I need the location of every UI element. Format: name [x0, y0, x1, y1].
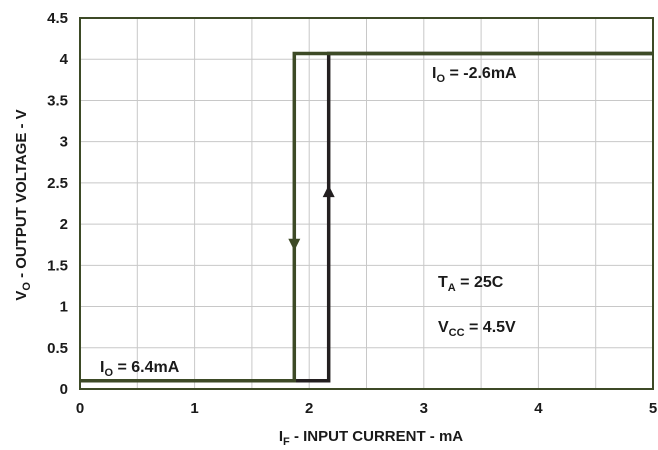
y-tick-label: 1	[60, 299, 68, 316]
x-tick-label: 2	[305, 400, 313, 417]
y-axis-label: VO - OUTPUT VOLTAGE - V	[13, 109, 33, 300]
x-tick-label: 4	[534, 400, 543, 417]
y-tick-label: 3.5	[47, 92, 68, 109]
annotation-io-low: IO = 6.4mA	[100, 359, 180, 379]
y-tick-labels: 0 0.5 1 1.5 2 2.5 3 3.5 4 4.5	[47, 10, 69, 398]
y-tick-label: 2	[60, 216, 68, 233]
y-tick-label: 0.5	[47, 340, 68, 357]
y-tick-label: 0	[60, 381, 68, 398]
series-group	[80, 51, 653, 383]
x-axis-label: IF - INPUT CURRENT - mA	[279, 428, 463, 448]
series-line-down	[80, 51, 653, 383]
y-tick-label: 4	[60, 51, 69, 68]
plot-frame	[79, 17, 654, 390]
x-tick-label: 1	[190, 400, 198, 417]
x-tick-labels: 0 1 2 3 4 5	[76, 400, 657, 417]
x-tick-label: 0	[76, 400, 84, 417]
annotation-io-high: IO = -2.6mA	[432, 65, 517, 85]
arrow-down-icon	[288, 238, 301, 251]
annotation-ta: TA = 25C	[438, 274, 504, 294]
arrow-up-icon	[322, 185, 335, 198]
x-tick-label: 5	[649, 400, 657, 417]
y-tick-label: 4.5	[47, 10, 68, 27]
y-tick-label: 3	[60, 134, 68, 151]
y-tick-label: 2.5	[47, 175, 68, 192]
x-tick-label: 3	[420, 400, 428, 417]
y-tick-label: 1.5	[47, 257, 68, 274]
annotation-vcc: VCC = 4.5V	[438, 319, 516, 339]
